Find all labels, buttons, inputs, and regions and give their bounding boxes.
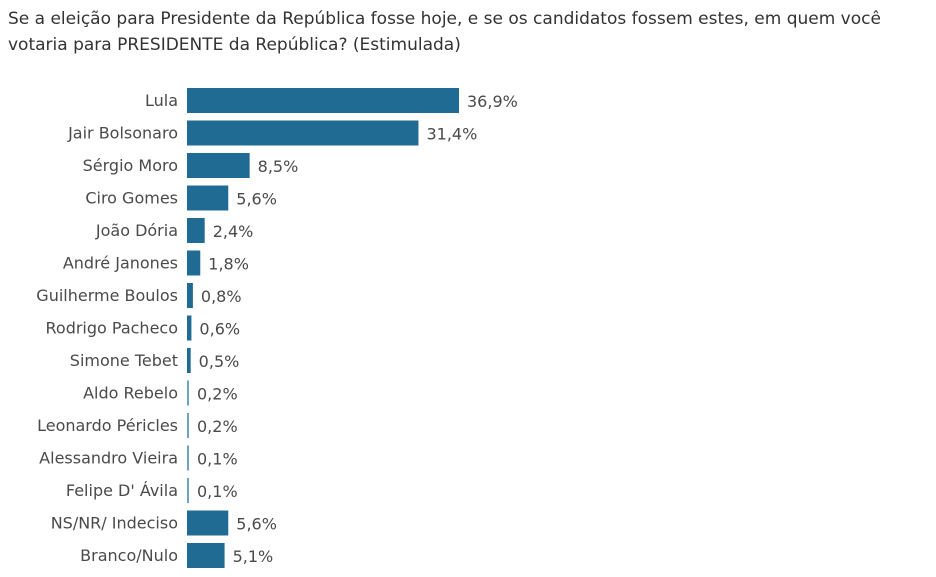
bar <box>187 543 225 568</box>
value-label: 0,2% <box>197 417 238 436</box>
category-label: Guilherme Boulos <box>36 286 178 305</box>
bar <box>187 413 189 438</box>
value-label: 2,4% <box>213 222 254 241</box>
bar <box>187 120 419 146</box>
category-label: André Janones <box>63 254 178 273</box>
bar <box>187 510 229 536</box>
category-label: Lula <box>145 91 178 110</box>
value-label: 36,9% <box>467 92 518 111</box>
bar <box>187 348 191 373</box>
category-label: Sérgio Moro <box>83 156 178 175</box>
bar <box>187 478 189 503</box>
value-label: 0,6% <box>199 320 240 339</box>
value-label: 5,6% <box>236 190 277 209</box>
value-label: 31,4% <box>426 125 477 144</box>
value-label: 0,8% <box>201 287 242 306</box>
category-label: Simone Tebet <box>70 351 178 370</box>
category-label: Felipe D' Ávila <box>66 481 178 500</box>
value-label: 5,1% <box>233 547 274 566</box>
value-labels-group: 36,9% 31,4% 8,5% 5,6% 2,4% 1,8% 0,8% 0,6% 0,5% 0,… <box>197 92 518 566</box>
category-label: Aldo Rebelo <box>83 384 178 403</box>
value-label: 0,1% <box>197 450 238 469</box>
category-label: Jair Bolsonaro <box>67 124 178 143</box>
bar <box>187 88 459 113</box>
category-label: Ciro Gomes <box>85 189 178 208</box>
bar <box>187 315 192 341</box>
bars-group <box>187 88 459 568</box>
value-label: 8,5% <box>258 157 299 176</box>
chart-title: Se a eleição para Presidente da Repúblic… <box>8 9 881 55</box>
value-label: 0,1% <box>197 482 238 501</box>
bar <box>187 250 201 276</box>
bar <box>187 153 250 178</box>
category-label: Rodrigo Pacheco <box>46 319 179 338</box>
bar <box>187 185 229 211</box>
category-label: Leonardo Péricles <box>37 416 178 435</box>
category-label: Alessandro Vieira <box>39 449 178 468</box>
value-label: 5,6% <box>236 515 277 534</box>
category-label: Branco/Nulo <box>80 546 178 565</box>
category-label: NS/NR/ Indeciso <box>51 514 178 533</box>
value-label: 0,5% <box>199 352 240 371</box>
value-label: 1,8% <box>208 255 249 274</box>
category-label: João Dória <box>95 221 178 240</box>
value-label: 0,2% <box>197 385 238 404</box>
bar <box>187 380 189 406</box>
bar <box>187 218 205 243</box>
bar <box>187 283 193 308</box>
category-labels-group: Lula Jair Bolsonaro Sérgio Moro Ciro Gomes J… <box>36 91 178 565</box>
bar <box>187 445 189 471</box>
